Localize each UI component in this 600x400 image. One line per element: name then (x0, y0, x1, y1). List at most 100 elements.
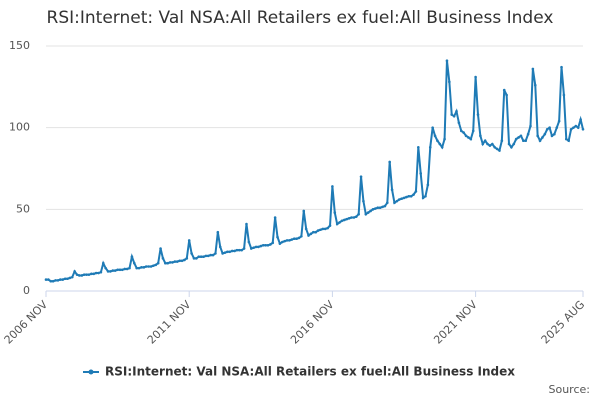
data-point (371, 208, 375, 211)
data-point (385, 201, 389, 205)
data-point (249, 247, 253, 250)
data-point (280, 240, 284, 244)
data-point (402, 196, 406, 200)
data-point (252, 246, 255, 250)
data-point (550, 134, 554, 138)
data-point (400, 197, 403, 201)
data-point (80, 274, 84, 277)
data-point (567, 139, 570, 143)
data-point (173, 260, 177, 263)
data-point (94, 271, 98, 275)
x-tick-label: 2025 AUG (539, 298, 588, 347)
data-point (498, 149, 501, 152)
data-point (168, 261, 172, 264)
data-point (522, 139, 525, 143)
data-point (97, 271, 100, 275)
data-point (421, 196, 425, 200)
data-point (104, 266, 107, 270)
data-point (428, 145, 432, 149)
data-point (118, 268, 122, 272)
data-point (116, 268, 119, 272)
data-point (364, 212, 368, 216)
y-tick-label: 100 (9, 121, 30, 134)
data-point (312, 230, 315, 234)
data-point (579, 118, 582, 121)
data-point (161, 257, 165, 260)
data-point (214, 252, 217, 255)
data-point (548, 126, 551, 129)
data-point (304, 227, 308, 231)
data-point (242, 247, 246, 250)
legend-marker (88, 369, 94, 375)
data-point (357, 212, 360, 216)
data-point (574, 124, 578, 128)
data-point (206, 254, 210, 258)
data-point (512, 142, 516, 146)
data-point (273, 216, 277, 219)
data-point (545, 128, 549, 131)
data-point (557, 119, 561, 123)
data-point (137, 266, 141, 270)
data-point (285, 239, 289, 242)
data-point (474, 75, 477, 79)
data-point (56, 279, 60, 282)
data-point (440, 145, 444, 149)
data-point (125, 267, 129, 271)
data-point (130, 255, 134, 258)
data-point (235, 248, 239, 252)
data-point (519, 134, 523, 138)
data-point (376, 206, 380, 209)
data-point (195, 257, 198, 260)
data-point (259, 244, 263, 248)
data-point (254, 245, 258, 249)
data-point (524, 139, 528, 143)
data-point (314, 230, 317, 234)
data-point (457, 121, 461, 125)
data-point (113, 269, 117, 272)
data-point (333, 211, 337, 214)
data-point (462, 131, 465, 134)
data-point (106, 270, 110, 273)
data-point (562, 93, 566, 97)
data-point (101, 261, 105, 265)
data-point (44, 278, 48, 281)
x-tick-label: 2006 NOV (2, 298, 51, 347)
data-point (183, 258, 186, 262)
data-point (123, 267, 127, 271)
data-point (572, 126, 575, 129)
data-point (354, 215, 358, 218)
data-point (433, 134, 437, 138)
data-point (531, 67, 535, 71)
y-tick-label: 0 (23, 284, 30, 297)
data-point (502, 88, 506, 92)
data-point (491, 142, 494, 146)
data-point (202, 255, 205, 258)
data-point (564, 137, 568, 141)
data-point (283, 239, 286, 243)
data-point (438, 142, 442, 146)
data-point (197, 255, 201, 258)
data-point (245, 222, 248, 226)
x-tick-label: 2011 NOV (145, 298, 194, 347)
data-point (307, 234, 310, 237)
data-point (288, 239, 291, 242)
data-point (292, 237, 296, 241)
data-point (493, 145, 496, 149)
data-point (529, 124, 532, 128)
data-point (538, 139, 542, 143)
data-point (240, 248, 244, 252)
data-point (350, 216, 353, 219)
data-point (199, 255, 203, 258)
data-point (381, 205, 384, 209)
data-point (128, 266, 131, 270)
data-point (510, 145, 513, 149)
data-point (431, 126, 434, 129)
data-point (452, 114, 456, 118)
data-point (560, 65, 563, 69)
data-point (395, 199, 399, 203)
data-point (47, 278, 50, 281)
data-point (185, 257, 189, 260)
data-point (343, 218, 346, 222)
data-point (517, 136, 520, 139)
data-point (393, 201, 396, 205)
